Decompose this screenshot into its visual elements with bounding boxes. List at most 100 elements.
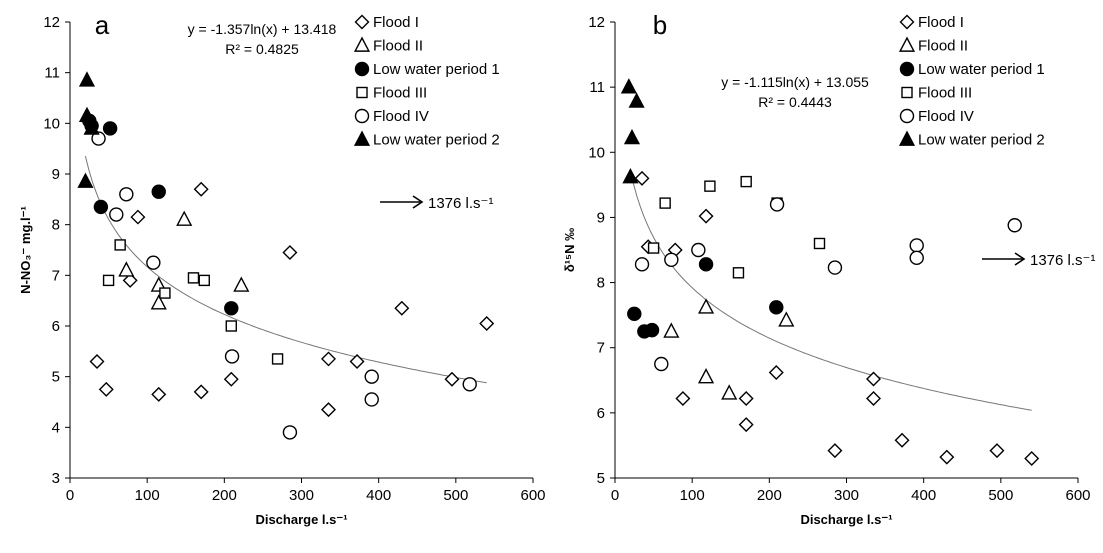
legend-label: Flood I (373, 14, 419, 31)
data-point (827, 443, 843, 459)
annotation-arrow-head (1014, 252, 1026, 266)
trendline-equation: y = -1.115ln(x) + 13.055 (721, 74, 869, 90)
data-point (622, 168, 639, 184)
trendline (629, 170, 1032, 411)
legend-marker (356, 86, 368, 99)
trendline (84, 155, 487, 384)
data-point (634, 170, 650, 186)
chart-panel-a: 0 100 200 300 400 500 600 3 4 5 6 7 8 9 10 11 12 Discharg… (18, 10, 546, 527)
data-point (634, 257, 650, 272)
data-point (91, 131, 106, 146)
data-point (150, 294, 167, 310)
data-point (225, 320, 237, 332)
data-point (224, 301, 239, 316)
data-point (620, 78, 637, 94)
x-tick-label: 500 (988, 487, 1013, 504)
legend-label: Flood II (373, 38, 423, 55)
data-point (989, 443, 1005, 459)
legend-marker (353, 130, 371, 146)
data-point (223, 371, 239, 387)
data-point (827, 260, 843, 275)
legend-label: Low water period 1 (918, 61, 1045, 78)
data-point (628, 92, 645, 108)
legend-marker (899, 108, 915, 124)
data-point (659, 197, 671, 209)
x-tick-label: 400 (366, 487, 391, 504)
legend-marker (353, 36, 371, 52)
y-tick-label: 4 (52, 419, 60, 436)
legend-marker (901, 86, 913, 99)
legend-label: Flood II (918, 38, 968, 55)
x-tick-label: 300 (834, 487, 859, 504)
r-squared-label: R² = 0.4825 (225, 41, 299, 57)
annotation-arrow-head (412, 195, 424, 209)
data-point (738, 391, 754, 407)
data-point (77, 172, 94, 188)
legend-marker (899, 14, 915, 30)
legend-label: Flood I (918, 14, 964, 31)
data-point (623, 128, 641, 145)
legend-marker (898, 130, 916, 146)
panel-label: b (653, 10, 667, 40)
y-tick-label: 12 (588, 14, 605, 31)
data-point (176, 210, 193, 226)
series-flood-i (634, 170, 1040, 466)
data-point (462, 377, 477, 392)
legend: Flood I Flood II Low water period 1 Flood I… (898, 14, 1045, 149)
legend-marker (899, 61, 915, 77)
data-point (321, 402, 336, 418)
x-tick-label: 200 (212, 487, 237, 504)
data-point (151, 184, 166, 199)
y-tick-label: 8 (52, 217, 60, 234)
legend-label: Low water period 2 (918, 132, 1045, 149)
data-point (664, 252, 679, 267)
legend-label: Flood III (918, 85, 972, 102)
y-tick-label: 7 (597, 340, 605, 357)
data-point (1024, 450, 1040, 466)
data-point (282, 425, 298, 440)
x-tick-label: 0 (66, 487, 74, 504)
r-squared-label: R² = 0.4443 (758, 94, 832, 110)
legend-marker (354, 108, 370, 124)
x-tick-label: 500 (443, 487, 468, 504)
legend-label: Low water period 2 (373, 132, 500, 149)
data-point (146, 255, 161, 270)
data-point (663, 322, 680, 338)
data-point (813, 237, 826, 250)
data-point (697, 368, 715, 384)
data-point (193, 181, 209, 197)
series-flood-iii (102, 239, 284, 365)
data-point (93, 199, 109, 215)
data-point (130, 209, 146, 225)
series-low-water-period-1 (627, 257, 784, 339)
data-point (364, 369, 379, 384)
data-point (698, 257, 714, 272)
y-tick-label: 12 (43, 14, 60, 31)
series-flood-i (89, 181, 495, 418)
annotation-label: 1376 l.s⁻¹ (428, 195, 493, 212)
y-tick-label: 5 (52, 369, 60, 386)
y-tick-label: 7 (52, 267, 60, 284)
data-point (768, 364, 784, 380)
data-point (738, 417, 754, 433)
data-point (122, 272, 138, 288)
y-tick-label: 8 (597, 275, 605, 292)
data-point (698, 208, 714, 224)
legend: Flood I Flood II Low water period 1 Flood I… (353, 14, 500, 149)
data-point (394, 300, 410, 316)
data-point (78, 71, 96, 87)
data-point (866, 391, 881, 407)
data-point (78, 106, 96, 123)
y-tick-label: 5 (597, 470, 605, 487)
data-point (691, 242, 706, 258)
y-tick-label: 6 (597, 405, 605, 422)
data-point (349, 353, 365, 369)
data-point (627, 306, 642, 322)
legend-label: Low water period 1 (373, 61, 500, 78)
data-point (644, 322, 660, 338)
x-tick-label: 300 (289, 487, 314, 504)
series-low-water-period-2 (77, 71, 100, 188)
x-tick-label: 100 (680, 487, 705, 504)
data-point (778, 311, 795, 327)
series-low-water-period-2 (620, 78, 645, 184)
